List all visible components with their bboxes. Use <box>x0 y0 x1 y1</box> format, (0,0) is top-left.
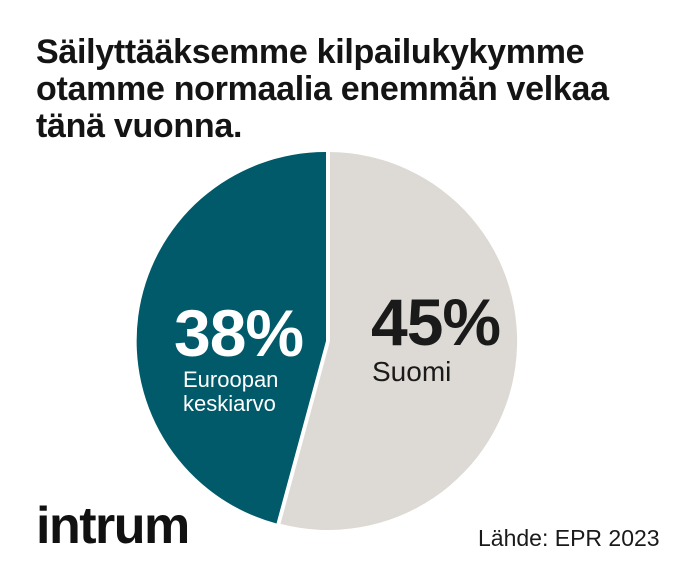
title-line-2: otamme normaalia enemmän velkaa <box>36 70 609 108</box>
europe-name-line-2: keskiarvo <box>183 391 276 416</box>
europe-name-label: Euroopan keskiarvo <box>183 368 278 416</box>
chart-title: Säilyttääksemme kilpailukykymme otamme n… <box>36 34 656 145</box>
finland-name-label: Suomi <box>372 356 452 387</box>
pie-slice-finland <box>280 152 518 530</box>
title-line-1: Säilyttääksemme kilpailukykymme <box>36 33 585 71</box>
finland-value-label: 45% <box>371 285 501 359</box>
title-line-3: tänä vuonna. <box>36 107 243 145</box>
pie-slice-europe <box>136 151 326 524</box>
europe-name-line-1: Euroopan <box>183 367 279 392</box>
source-note: Lähde: EPR 2023 <box>478 525 660 551</box>
intrum-logo: intrum <box>36 497 190 555</box>
europe-value-label: 38% <box>174 296 304 370</box>
